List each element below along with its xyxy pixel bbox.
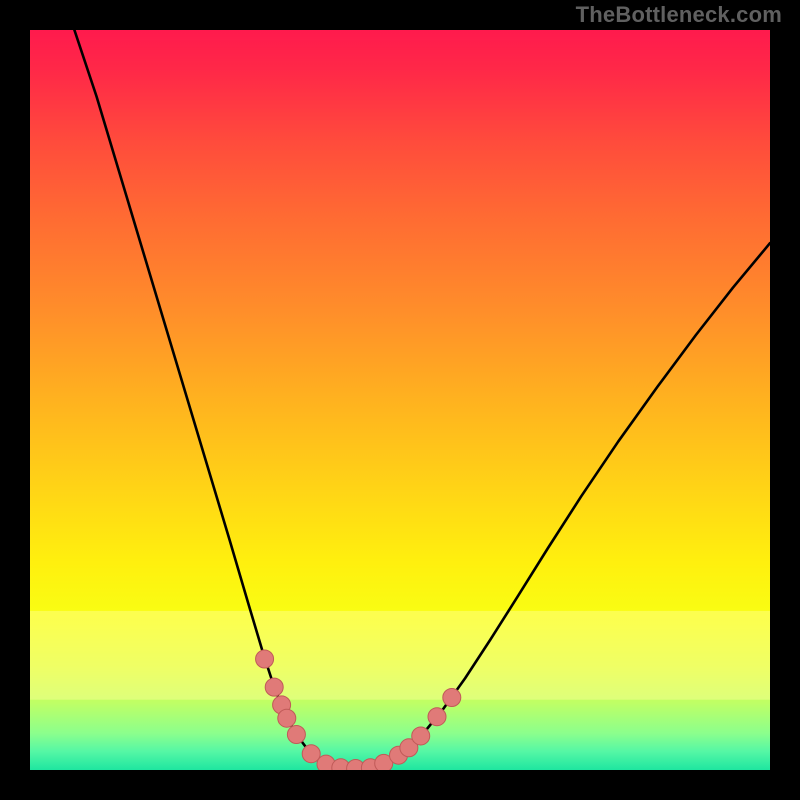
data-marker <box>278 709 296 727</box>
data-marker <box>428 708 446 726</box>
data-marker <box>256 650 274 668</box>
data-marker <box>265 678 283 696</box>
plot-area <box>30 30 770 770</box>
highlight-band <box>30 611 770 700</box>
data-marker <box>412 727 430 745</box>
data-marker <box>443 688 461 706</box>
plot-svg <box>30 30 770 770</box>
chart-root: TheBottleneck.com <box>0 0 800 800</box>
watermark-text: TheBottleneck.com <box>576 2 782 28</box>
data-marker <box>287 725 305 743</box>
